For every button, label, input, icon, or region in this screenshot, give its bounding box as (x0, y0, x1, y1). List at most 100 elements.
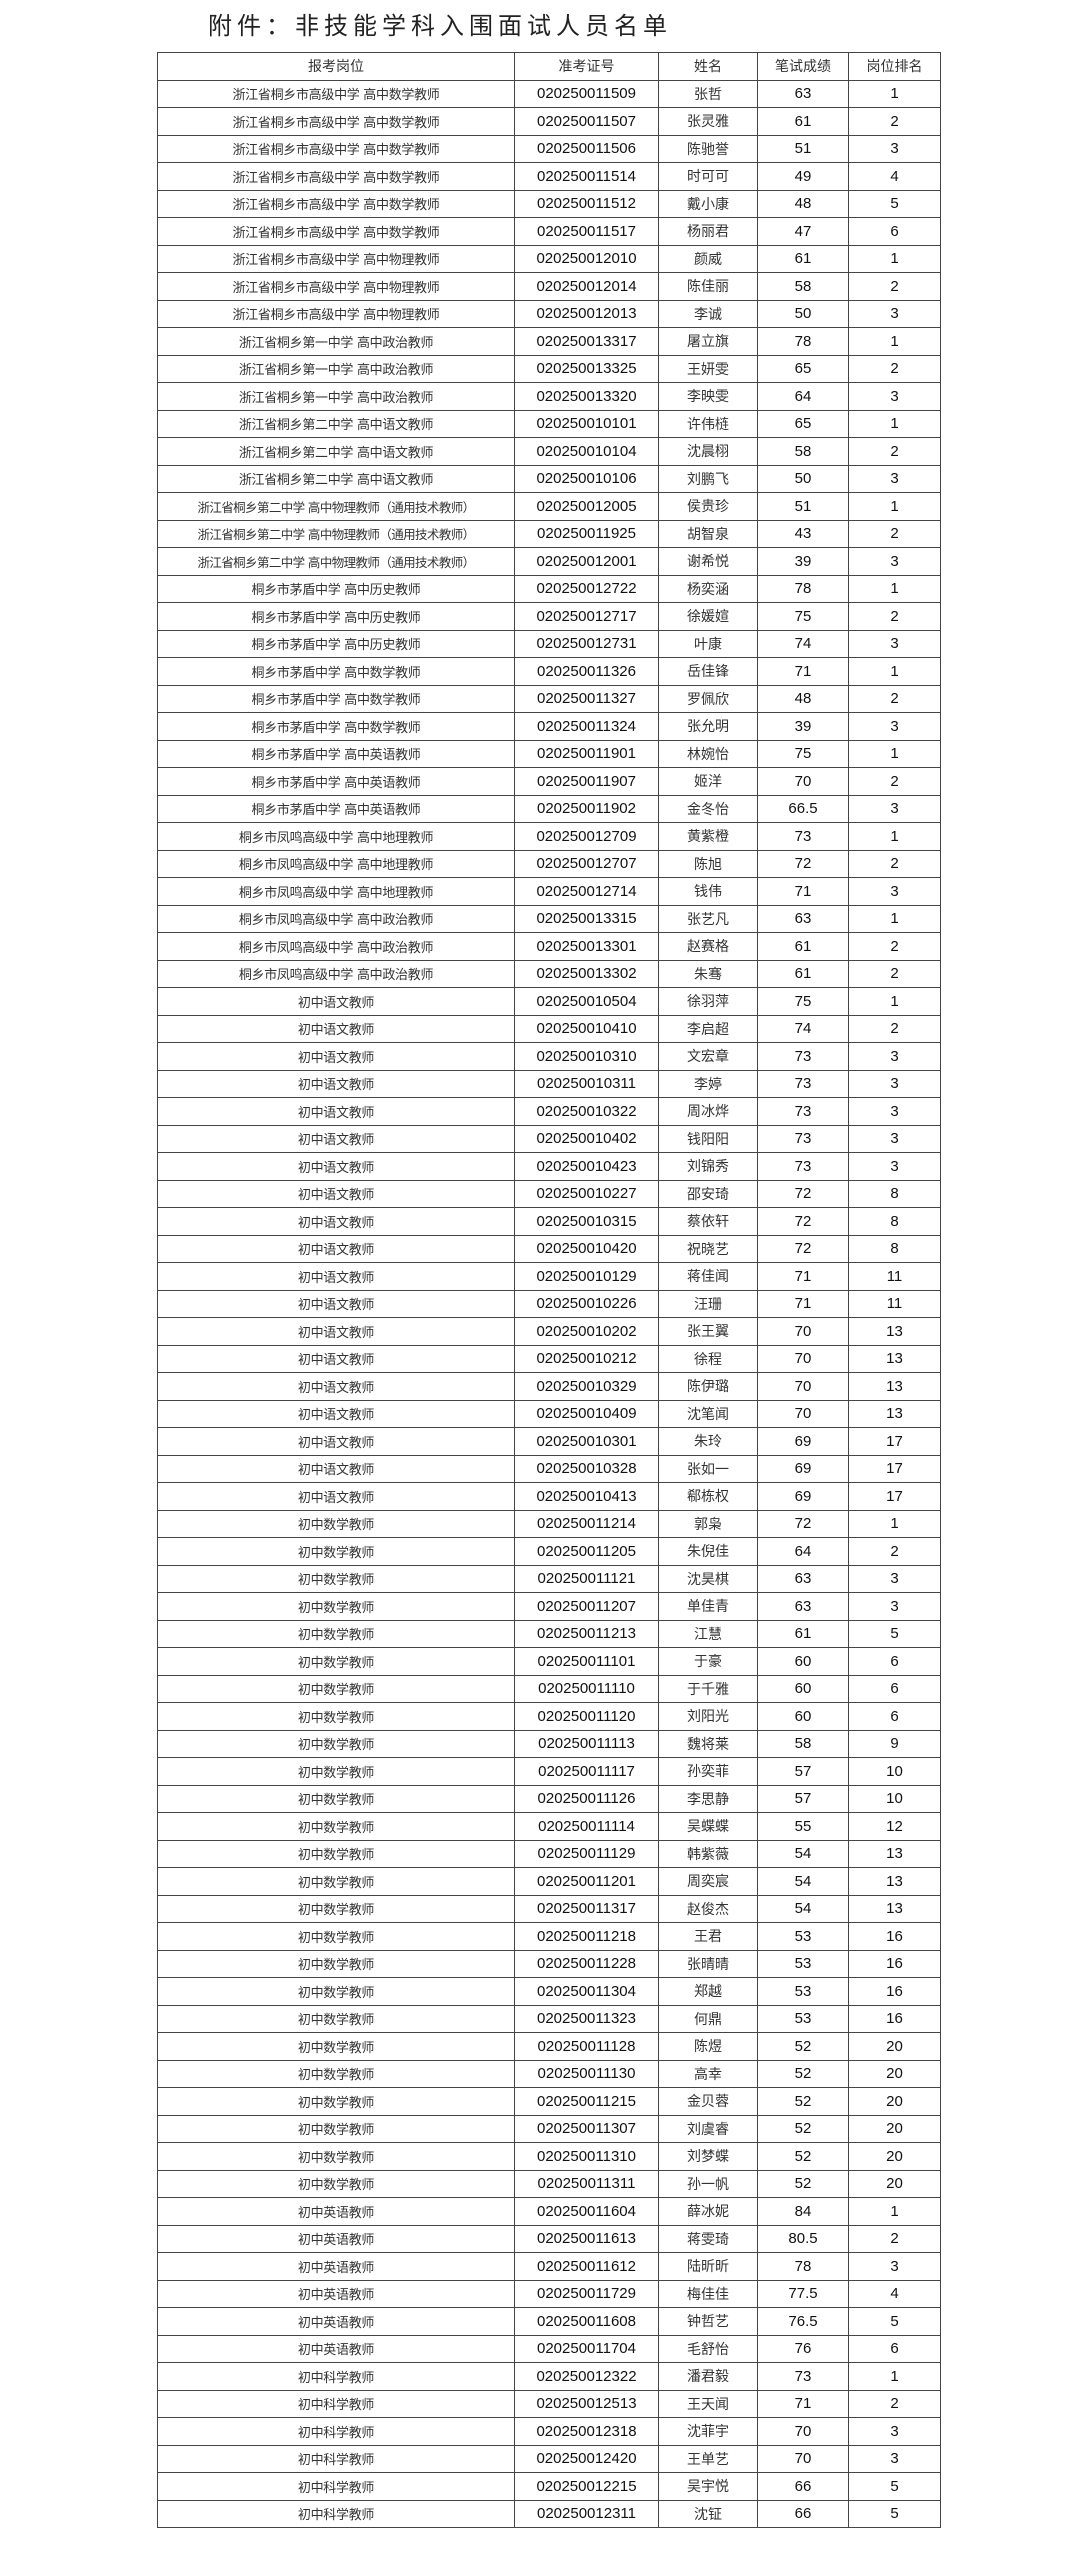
cell-exam-id: 020250013315 (514, 904, 659, 933)
cell-rank: 2 (848, 272, 941, 301)
cell-rank: 13 (848, 1372, 941, 1401)
cell-name: 孙奕菲 (658, 1757, 758, 1786)
cell-rank: 3 (848, 712, 941, 741)
cell-exam-id: 020250011117 (514, 1757, 659, 1786)
cell-position: 初中语文教师 (157, 1482, 515, 1511)
cell-name: 李婷 (658, 1069, 758, 1098)
cell-name: 徐程 (658, 1344, 758, 1373)
cell-exam-id: 020250010329 (514, 1372, 659, 1401)
cell-position: 初中数学教师 (157, 1564, 515, 1593)
cell-score: 60 (757, 1702, 849, 1731)
cell-rank: 16 (848, 2004, 941, 2033)
cell-rank: 1 (848, 739, 941, 768)
cell-name: 张哲 (658, 79, 758, 108)
table-row: 浙江省桐乡市高级中学 高中数学教师 020250011514 时可可 49 4 (157, 162, 941, 191)
header-score: 笔试成绩 (757, 52, 849, 81)
cell-score: 66 (757, 2472, 849, 2501)
table-row: 初中科学教师 020250012420 王单艺 70 3 (157, 2444, 941, 2473)
table-row: 初中数学教师 020250011213 江慧 61 5 (157, 1619, 941, 1648)
cell-name: 沈笔闻 (658, 1399, 758, 1428)
cell-rank: 2 (848, 107, 941, 136)
cell-position: 桐乡市凤鸣高级中学 高中政治教师 (157, 959, 515, 988)
cell-score: 72 (757, 1509, 849, 1538)
table-row: 初中语文教师 020250010322 周冰烨 73 3 (157, 1097, 941, 1126)
cell-name: 王单艺 (658, 2444, 758, 2473)
cell-exam-id: 020250012714 (514, 877, 659, 906)
cell-rank: 3 (848, 2252, 941, 2281)
cell-rank: 2 (848, 684, 941, 713)
cell-rank: 2 (848, 354, 941, 383)
table-row: 初中英语教师 020250011612 陆昕昕 78 3 (157, 2252, 941, 2281)
cell-exam-id: 020250010409 (514, 1399, 659, 1428)
table-row: 初中数学教师 020250011128 陈煜 52 20 (157, 2032, 941, 2061)
cell-score: 70 (757, 1317, 849, 1346)
cell-score: 65 (757, 354, 849, 383)
table-row: 初中数学教师 020250011304 郑越 53 16 (157, 1977, 941, 2006)
cell-position: 桐乡市凤鸣高级中学 高中政治教师 (157, 904, 515, 933)
table-row: 初中数学教师 020250011121 沈昊棋 63 3 (157, 1564, 941, 1593)
cell-position: 初中英语教师 (157, 2224, 515, 2253)
cell-position: 浙江省桐乡第二中学 高中语文教师 (157, 437, 515, 466)
cell-exam-id: 020250011604 (514, 2197, 659, 2226)
cell-rank: 2 (848, 519, 941, 548)
cell-rank: 17 (848, 1454, 941, 1483)
cell-position: 初中语文教师 (157, 1152, 515, 1181)
cell-score: 70 (757, 1399, 849, 1428)
table-row: 初中语文教师 020250010202 张王翼 70 13 (157, 1317, 941, 1346)
cell-position: 初中语文教师 (157, 987, 515, 1016)
table-row: 初中数学教师 020250011126 李思静 57 10 (157, 1784, 941, 1813)
cell-position: 浙江省桐乡市高级中学 高中数学教师 (157, 107, 515, 136)
cell-rank: 13 (848, 1317, 941, 1346)
cell-name: 张灵雅 (658, 107, 758, 136)
cell-position: 初中数学教师 (157, 1619, 515, 1648)
table-row: 初中语文教师 020250010212 徐程 70 13 (157, 1344, 941, 1373)
cell-name: 祝晓艺 (658, 1234, 758, 1263)
cell-position: 浙江省桐乡第二中学 高中物理教师（通用技术教师） (157, 492, 515, 521)
cell-position: 初中科学教师 (157, 2444, 515, 2473)
cell-name: 侯贵珍 (658, 492, 758, 521)
cell-name: 李启超 (658, 1014, 758, 1043)
cell-score: 48 (757, 189, 849, 218)
table-row: 初中数学教师 020250011101 于豪 60 6 (157, 1647, 941, 1676)
table-row: 浙江省桐乡第二中学 高中物理教师（通用技术教师） 020250012001 谢希悦 3… (157, 547, 941, 576)
cell-position: 初中科学教师 (157, 2362, 515, 2391)
cell-exam-id: 020250012318 (514, 2417, 659, 2446)
cell-rank: 1 (848, 657, 941, 686)
cell-name: 朱玲 (658, 1427, 758, 1456)
cell-name: 郗栋权 (658, 1482, 758, 1511)
cell-exam-id: 020250011317 (514, 1894, 659, 1923)
cell-score: 43 (757, 519, 849, 548)
cell-score: 78 (757, 574, 849, 603)
table-row: 初中语文教师 020250010413 郗栋权 69 17 (157, 1482, 941, 1511)
cell-rank: 3 (848, 1069, 941, 1098)
cell-name: 陆昕昕 (658, 2252, 758, 2281)
cell-name: 于豪 (658, 1647, 758, 1676)
cell-exam-id: 020250013320 (514, 382, 659, 411)
cell-rank: 12 (848, 1812, 941, 1841)
cell-score: 63 (757, 1564, 849, 1593)
cell-exam-id: 020250011101 (514, 1647, 659, 1676)
cell-name: 沈晨栩 (658, 437, 758, 466)
table-row: 初中语文教师 020250010129 蒋佳闻 71 11 (157, 1262, 941, 1291)
cell-position: 初中语文教师 (157, 1454, 515, 1483)
cell-position: 初中语文教师 (157, 1014, 515, 1043)
cell-name: 钱阳阳 (658, 1124, 758, 1153)
table-row: 初中语文教师 020250010310 文宏章 73 3 (157, 1042, 941, 1071)
cell-score: 73 (757, 1069, 849, 1098)
cell-rank: 20 (848, 2059, 941, 2088)
cell-score: 64 (757, 382, 849, 411)
cell-exam-id: 020250011517 (514, 217, 659, 246)
cell-score: 75 (757, 602, 849, 631)
table-row: 初中数学教师 020250011307 刘虞睿 52 20 (157, 2114, 941, 2143)
cell-position: 初中语文教师 (157, 1179, 515, 1208)
cell-name: 毛舒怡 (658, 2334, 758, 2363)
table-row: 浙江省桐乡市高级中学 高中数学教师 020250011517 杨丽君 47 6 (157, 217, 941, 246)
cell-exam-id: 020250011110 (514, 1674, 659, 1703)
cell-exam-id: 020250010227 (514, 1179, 659, 1208)
cell-rank: 20 (848, 2142, 941, 2171)
cell-rank: 8 (848, 1234, 941, 1263)
cell-score: 73 (757, 1152, 849, 1181)
cell-rank: 8 (848, 1207, 941, 1236)
cell-score: 53 (757, 2004, 849, 2033)
cell-score: 49 (757, 162, 849, 191)
